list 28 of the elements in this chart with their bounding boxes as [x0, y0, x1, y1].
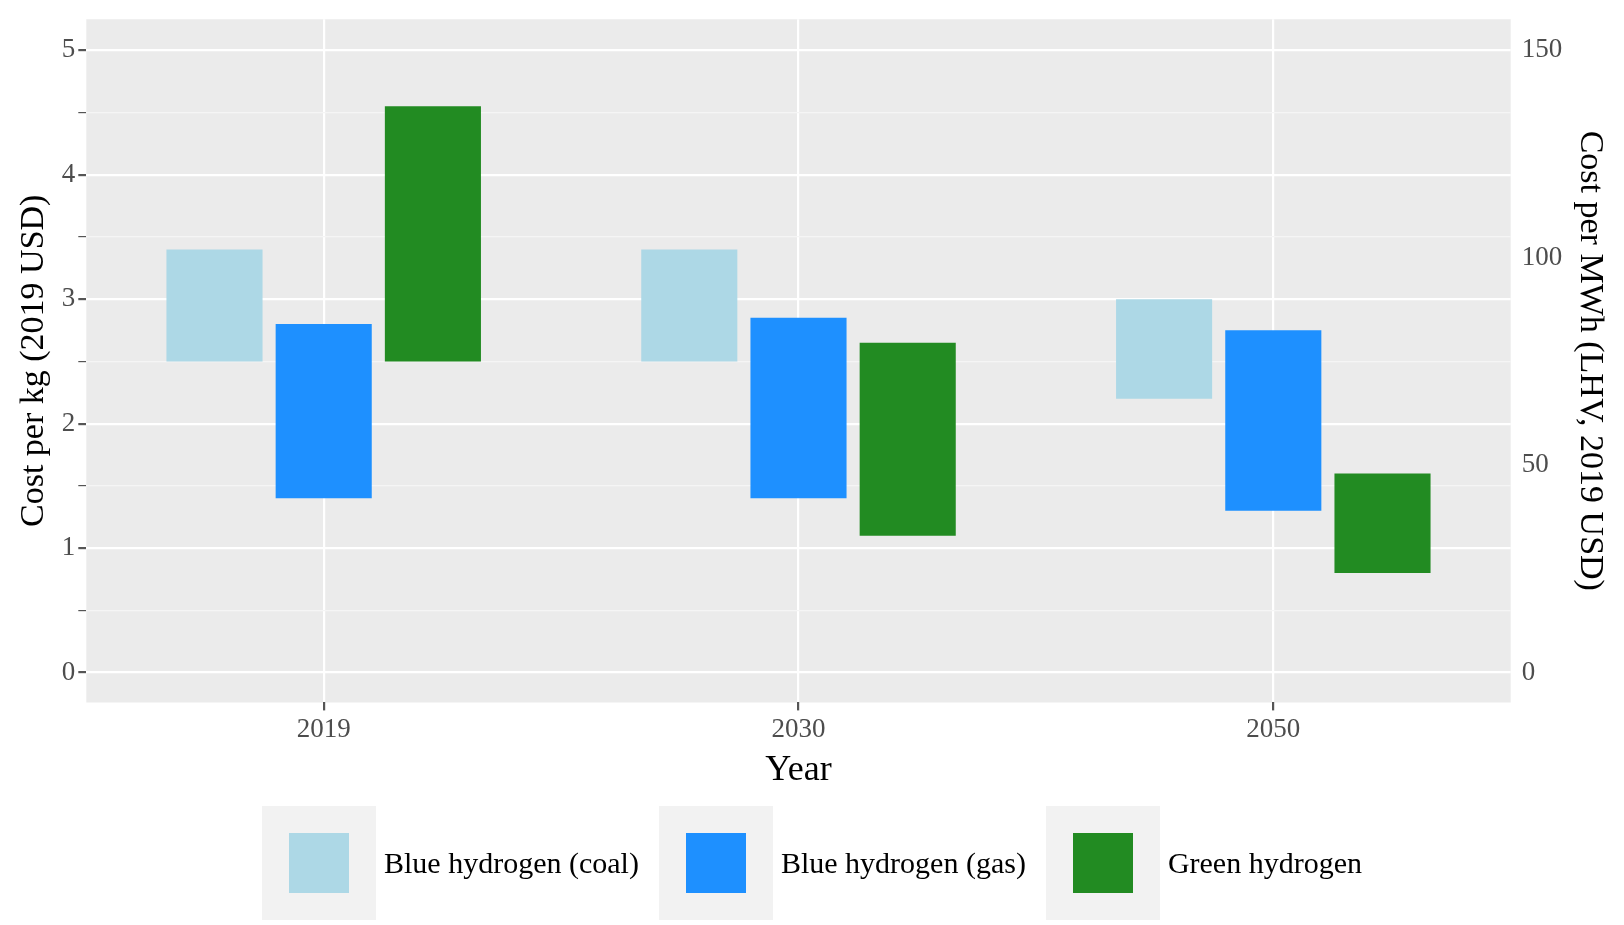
bar [275, 324, 372, 499]
y-tick-label: 4 [61, 157, 76, 188]
y-tick-label: 2 [61, 406, 76, 437]
x-tick-label: 2019 [296, 712, 351, 743]
legend-label: Blue hydrogen (gas) [780, 845, 1026, 880]
y2-tick-label: 0 [1521, 655, 1536, 686]
y-tick-label: 5 [61, 33, 76, 64]
bar [859, 342, 956, 536]
y-tick-label: 3 [61, 282, 76, 313]
bar [166, 249, 263, 362]
x-tick-label: 2050 [1246, 712, 1301, 743]
legend-label: Blue hydrogen (coal) [384, 845, 639, 880]
bar [1334, 473, 1431, 573]
bar [641, 249, 738, 362]
y2-tick-label: 150 [1521, 33, 1563, 64]
x-tick-label: 2030 [771, 712, 826, 743]
x-axis-title: Year [765, 747, 832, 788]
bar [750, 317, 847, 499]
y2-tick-label: 50 [1521, 448, 1549, 479]
y2-axis-title: Cost per MWh (LHV, 2019 USD) [1572, 130, 1611, 591]
y-tick-label: 0 [61, 655, 76, 686]
bar [1116, 299, 1213, 399]
legend-label: Green hydrogen [1167, 845, 1362, 880]
y-tick-label: 1 [61, 531, 76, 562]
bar [384, 106, 481, 362]
bar [1225, 330, 1322, 511]
y2-tick-label: 100 [1521, 240, 1563, 271]
y-axis-title: Cost per kg (2019 USD) [13, 194, 52, 528]
